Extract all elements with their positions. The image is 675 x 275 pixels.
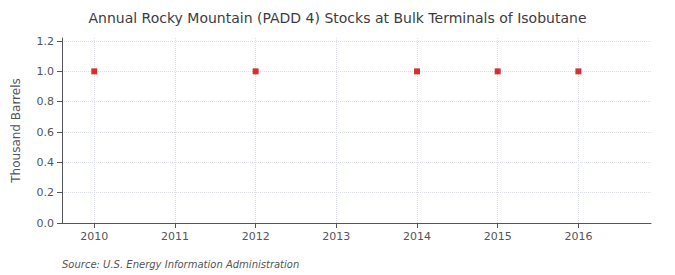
svg-text:Thousand Barrels: Thousand Barrels xyxy=(9,78,23,183)
svg-text:2015: 2015 xyxy=(484,230,512,243)
svg-text:1.0: 1.0 xyxy=(37,65,55,78)
svg-text:Annual Rocky Mountain (PADD 4): Annual Rocky Mountain (PADD 4) Stocks at… xyxy=(89,10,587,26)
svg-text:2013: 2013 xyxy=(322,230,350,243)
svg-text:0.8: 0.8 xyxy=(37,95,55,108)
svg-text:1.2: 1.2 xyxy=(37,35,55,48)
svg-text:2014: 2014 xyxy=(403,230,431,243)
svg-text:2010: 2010 xyxy=(80,230,108,243)
svg-text:0.2: 0.2 xyxy=(37,186,55,199)
svg-text:0.4: 0.4 xyxy=(37,156,55,169)
svg-text:2011: 2011 xyxy=(161,230,189,243)
svg-text:0.6: 0.6 xyxy=(37,126,55,139)
svg-text:2012: 2012 xyxy=(242,230,270,243)
svg-text:0.0: 0.0 xyxy=(37,217,55,230)
svg-text:Source: U.S. Energy Informatio: Source: U.S. Energy Information Administ… xyxy=(62,259,299,270)
svg-text:2016: 2016 xyxy=(564,230,592,243)
